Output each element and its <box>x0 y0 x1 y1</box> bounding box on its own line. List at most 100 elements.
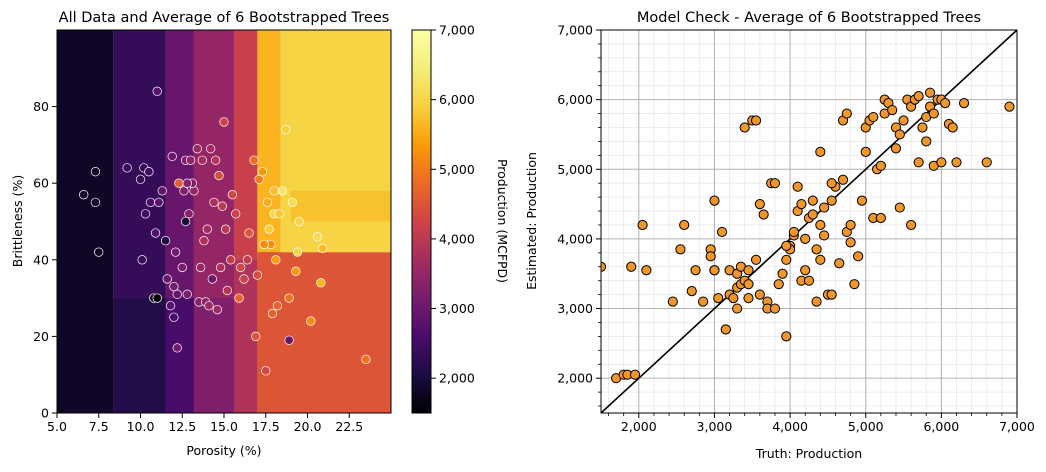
data-point <box>826 178 837 189</box>
data-point <box>690 265 701 276</box>
data-point <box>807 209 818 220</box>
model-check-y-label: Estimated: Production <box>524 152 539 290</box>
heatmap-x-ticks: 5.0 7.5 10.0 12.5 15.0 17.5 20.0 22.5 <box>47 413 363 434</box>
data-point <box>157 186 167 196</box>
data-point <box>192 144 202 154</box>
data-point <box>781 331 792 342</box>
data-point <box>754 289 765 300</box>
data-point <box>807 195 818 206</box>
data-point <box>160 235 171 246</box>
data-point <box>205 144 216 154</box>
model-check-x-label: Truth: Production <box>755 446 862 461</box>
data-point <box>913 157 924 168</box>
data-point <box>185 155 196 165</box>
data-point <box>214 170 224 181</box>
data-point <box>152 86 162 96</box>
data-point <box>284 293 294 303</box>
data-point <box>269 186 279 196</box>
data-point <box>361 354 371 365</box>
heatmap-y-label: Brittleness (%) <box>10 175 25 267</box>
x-tick-label: 12.5 <box>168 419 196 434</box>
y-tick-label: 7,000 <box>557 23 593 38</box>
data-point <box>667 296 678 307</box>
data-point <box>773 279 784 290</box>
data-point <box>868 111 879 123</box>
y-tick-label: 40 <box>33 252 49 267</box>
data-point <box>242 255 253 265</box>
data-point <box>815 219 826 231</box>
y-tick-label: 60 <box>33 176 49 191</box>
data-point <box>936 157 947 168</box>
data-point <box>254 174 264 185</box>
data-point <box>940 98 951 109</box>
data-point <box>758 209 769 220</box>
data-point <box>898 115 909 126</box>
colorbar-gradient <box>411 29 432 414</box>
data-point <box>837 174 849 185</box>
model-check-y-ticks: 2,000 3,000 4,000 5,000 6,000 7,000 <box>557 23 601 407</box>
data-point <box>713 293 724 304</box>
data-point <box>180 216 191 227</box>
data-point <box>274 209 284 219</box>
data-point <box>750 115 762 126</box>
data-point <box>921 136 932 147</box>
data-point <box>272 301 283 311</box>
colorbar-tick-label: 4,000 <box>439 231 475 246</box>
data-point <box>819 230 830 241</box>
data-point <box>277 186 288 196</box>
x-tick-label: 10.0 <box>127 419 155 434</box>
data-point <box>875 212 886 224</box>
x-tick-label: 2,000 <box>621 419 657 434</box>
data-point <box>122 163 132 173</box>
data-point <box>291 266 301 276</box>
data-point <box>815 254 826 265</box>
data-point <box>135 174 146 185</box>
data-point <box>197 155 207 165</box>
data-point <box>170 247 181 257</box>
y-tick-label: 4,000 <box>557 231 593 246</box>
data-point <box>231 209 241 219</box>
data-point <box>626 261 637 272</box>
data-point <box>257 167 268 177</box>
data-point <box>800 233 811 245</box>
data-point <box>629 369 641 380</box>
colorbar-tick-label: 3,000 <box>439 301 475 316</box>
data-point <box>686 286 697 297</box>
data-point <box>189 186 199 196</box>
data-point <box>294 216 304 227</box>
y-tick-label: 80 <box>33 99 49 114</box>
data-point <box>284 335 294 345</box>
y-tick-label: 20 <box>33 329 49 344</box>
data-point <box>281 124 291 135</box>
data-point <box>743 279 754 290</box>
x-tick-label: 7,000 <box>999 419 1035 434</box>
data-point <box>317 243 328 253</box>
colorbar-tick-label: 2,000 <box>439 371 475 386</box>
data-point <box>849 279 860 290</box>
data-point <box>264 224 274 234</box>
colorbar-label: Production (MCFPD) <box>495 159 510 283</box>
data-point <box>819 202 830 213</box>
data-point <box>1004 101 1015 112</box>
heatmap-cell <box>193 298 235 413</box>
data-point <box>732 303 743 314</box>
data-point <box>244 228 254 238</box>
data-point <box>894 129 905 140</box>
data-point <box>792 181 803 192</box>
data-point <box>239 274 249 284</box>
data-point <box>679 219 690 231</box>
data-point <box>800 265 811 276</box>
data-point <box>853 251 864 262</box>
data-point <box>90 167 101 177</box>
x-tick-label: 20.0 <box>294 419 322 434</box>
data-point <box>79 190 89 200</box>
heatmap-cell <box>113 298 166 413</box>
data-point <box>199 235 209 246</box>
data-point <box>906 219 917 231</box>
colorbar: 2,000 3,000 4,000 5,000 6,000 7,000 Productio… <box>411 23 510 414</box>
data-point <box>316 278 326 288</box>
data-point <box>169 312 179 322</box>
x-tick-label: 6,000 <box>923 419 959 434</box>
data-point <box>826 289 837 300</box>
data-point <box>947 122 958 133</box>
